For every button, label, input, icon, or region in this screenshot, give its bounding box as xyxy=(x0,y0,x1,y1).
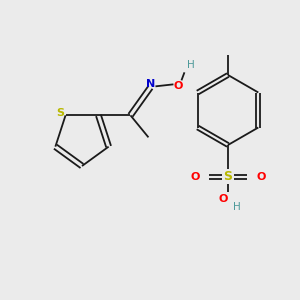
Text: N: N xyxy=(146,79,155,89)
Text: H: H xyxy=(187,60,194,70)
Text: S: S xyxy=(56,108,64,118)
Text: O: O xyxy=(256,172,266,182)
Text: H: H xyxy=(233,202,241,212)
Text: O: O xyxy=(174,81,183,91)
Text: S: S xyxy=(224,170,232,184)
Text: O: O xyxy=(218,194,228,204)
Text: O: O xyxy=(190,172,200,182)
